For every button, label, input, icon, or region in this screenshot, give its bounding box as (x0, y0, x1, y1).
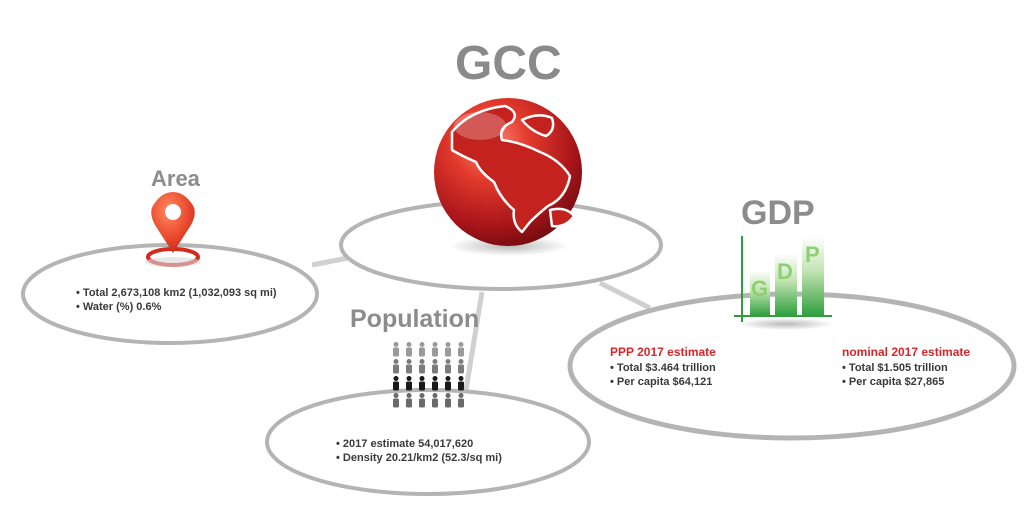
person-icon (406, 393, 412, 408)
gcc-title: GCC (455, 37, 562, 90)
person-icon (419, 393, 425, 408)
area-water: Water (%) 0.6% (76, 300, 277, 314)
gdp-title: GDP (741, 194, 815, 232)
gdp-ppp-heading: PPP 2017 estimate (610, 345, 716, 359)
person-icon (432, 359, 438, 374)
person-icon (432, 376, 438, 391)
gdp-ppp-per-capita: Per capita $64,121 (610, 375, 716, 389)
person-icon (406, 376, 412, 391)
gdp-nominal-info: nominal 2017 estimate Total $1.505 trill… (842, 345, 970, 389)
person-icon (445, 393, 451, 408)
population-people-icon (393, 342, 464, 408)
area-total: Total 2,673,108 km2 (1,032,093 sq mi) (76, 286, 277, 300)
connector-lines (311, 255, 652, 391)
person-icon (432, 393, 438, 408)
person-icon (445, 359, 451, 374)
area-title: Area (151, 166, 200, 191)
area-info: Total 2,673,108 km2 (1,032,093 sq mi) Wa… (76, 286, 277, 314)
globe-icon (434, 98, 582, 256)
population-info: 2017 estimate 54,017,620 Density 20.21/k… (336, 437, 502, 465)
gdp-icon-letter-g: G (751, 276, 768, 301)
person-icon (432, 342, 438, 357)
person-icon (419, 342, 425, 357)
person-icon (393, 393, 399, 408)
person-icon (445, 376, 451, 391)
gdp-nominal-heading: nominal 2017 estimate (842, 345, 971, 359)
person-icon (458, 393, 464, 408)
person-icon (458, 359, 464, 374)
person-icon (458, 342, 464, 357)
person-icon (406, 342, 412, 357)
gdp-nominal-per-capita: Per capita $27,865 (842, 375, 970, 389)
gdp-icon-letter-p: P (805, 242, 820, 267)
population-estimate: 2017 estimate 54,017,620 (336, 437, 502, 451)
person-icon (393, 376, 399, 391)
gdp-nominal-total: Total $1.505 trillion (842, 361, 970, 375)
gdp-ppp-info: PPP 2017 estimate Total $3.464 trillion … (610, 345, 716, 389)
gdp-icon-letter-d: D (777, 259, 793, 284)
person-icon (419, 376, 425, 391)
person-icon (393, 359, 399, 374)
gdp-ppp-total: Total $3.464 trillion (610, 361, 716, 375)
population-title: Population (350, 305, 480, 333)
person-icon (458, 376, 464, 391)
gdp-chart-icon: G D P (734, 236, 834, 330)
person-icon (445, 342, 451, 357)
person-icon (406, 359, 412, 374)
population-density: Density 20.21/km2 (52.3/sq mi) (336, 451, 502, 465)
person-icon (393, 342, 399, 357)
location-pin-icon (145, 192, 201, 267)
person-icon (419, 359, 425, 374)
